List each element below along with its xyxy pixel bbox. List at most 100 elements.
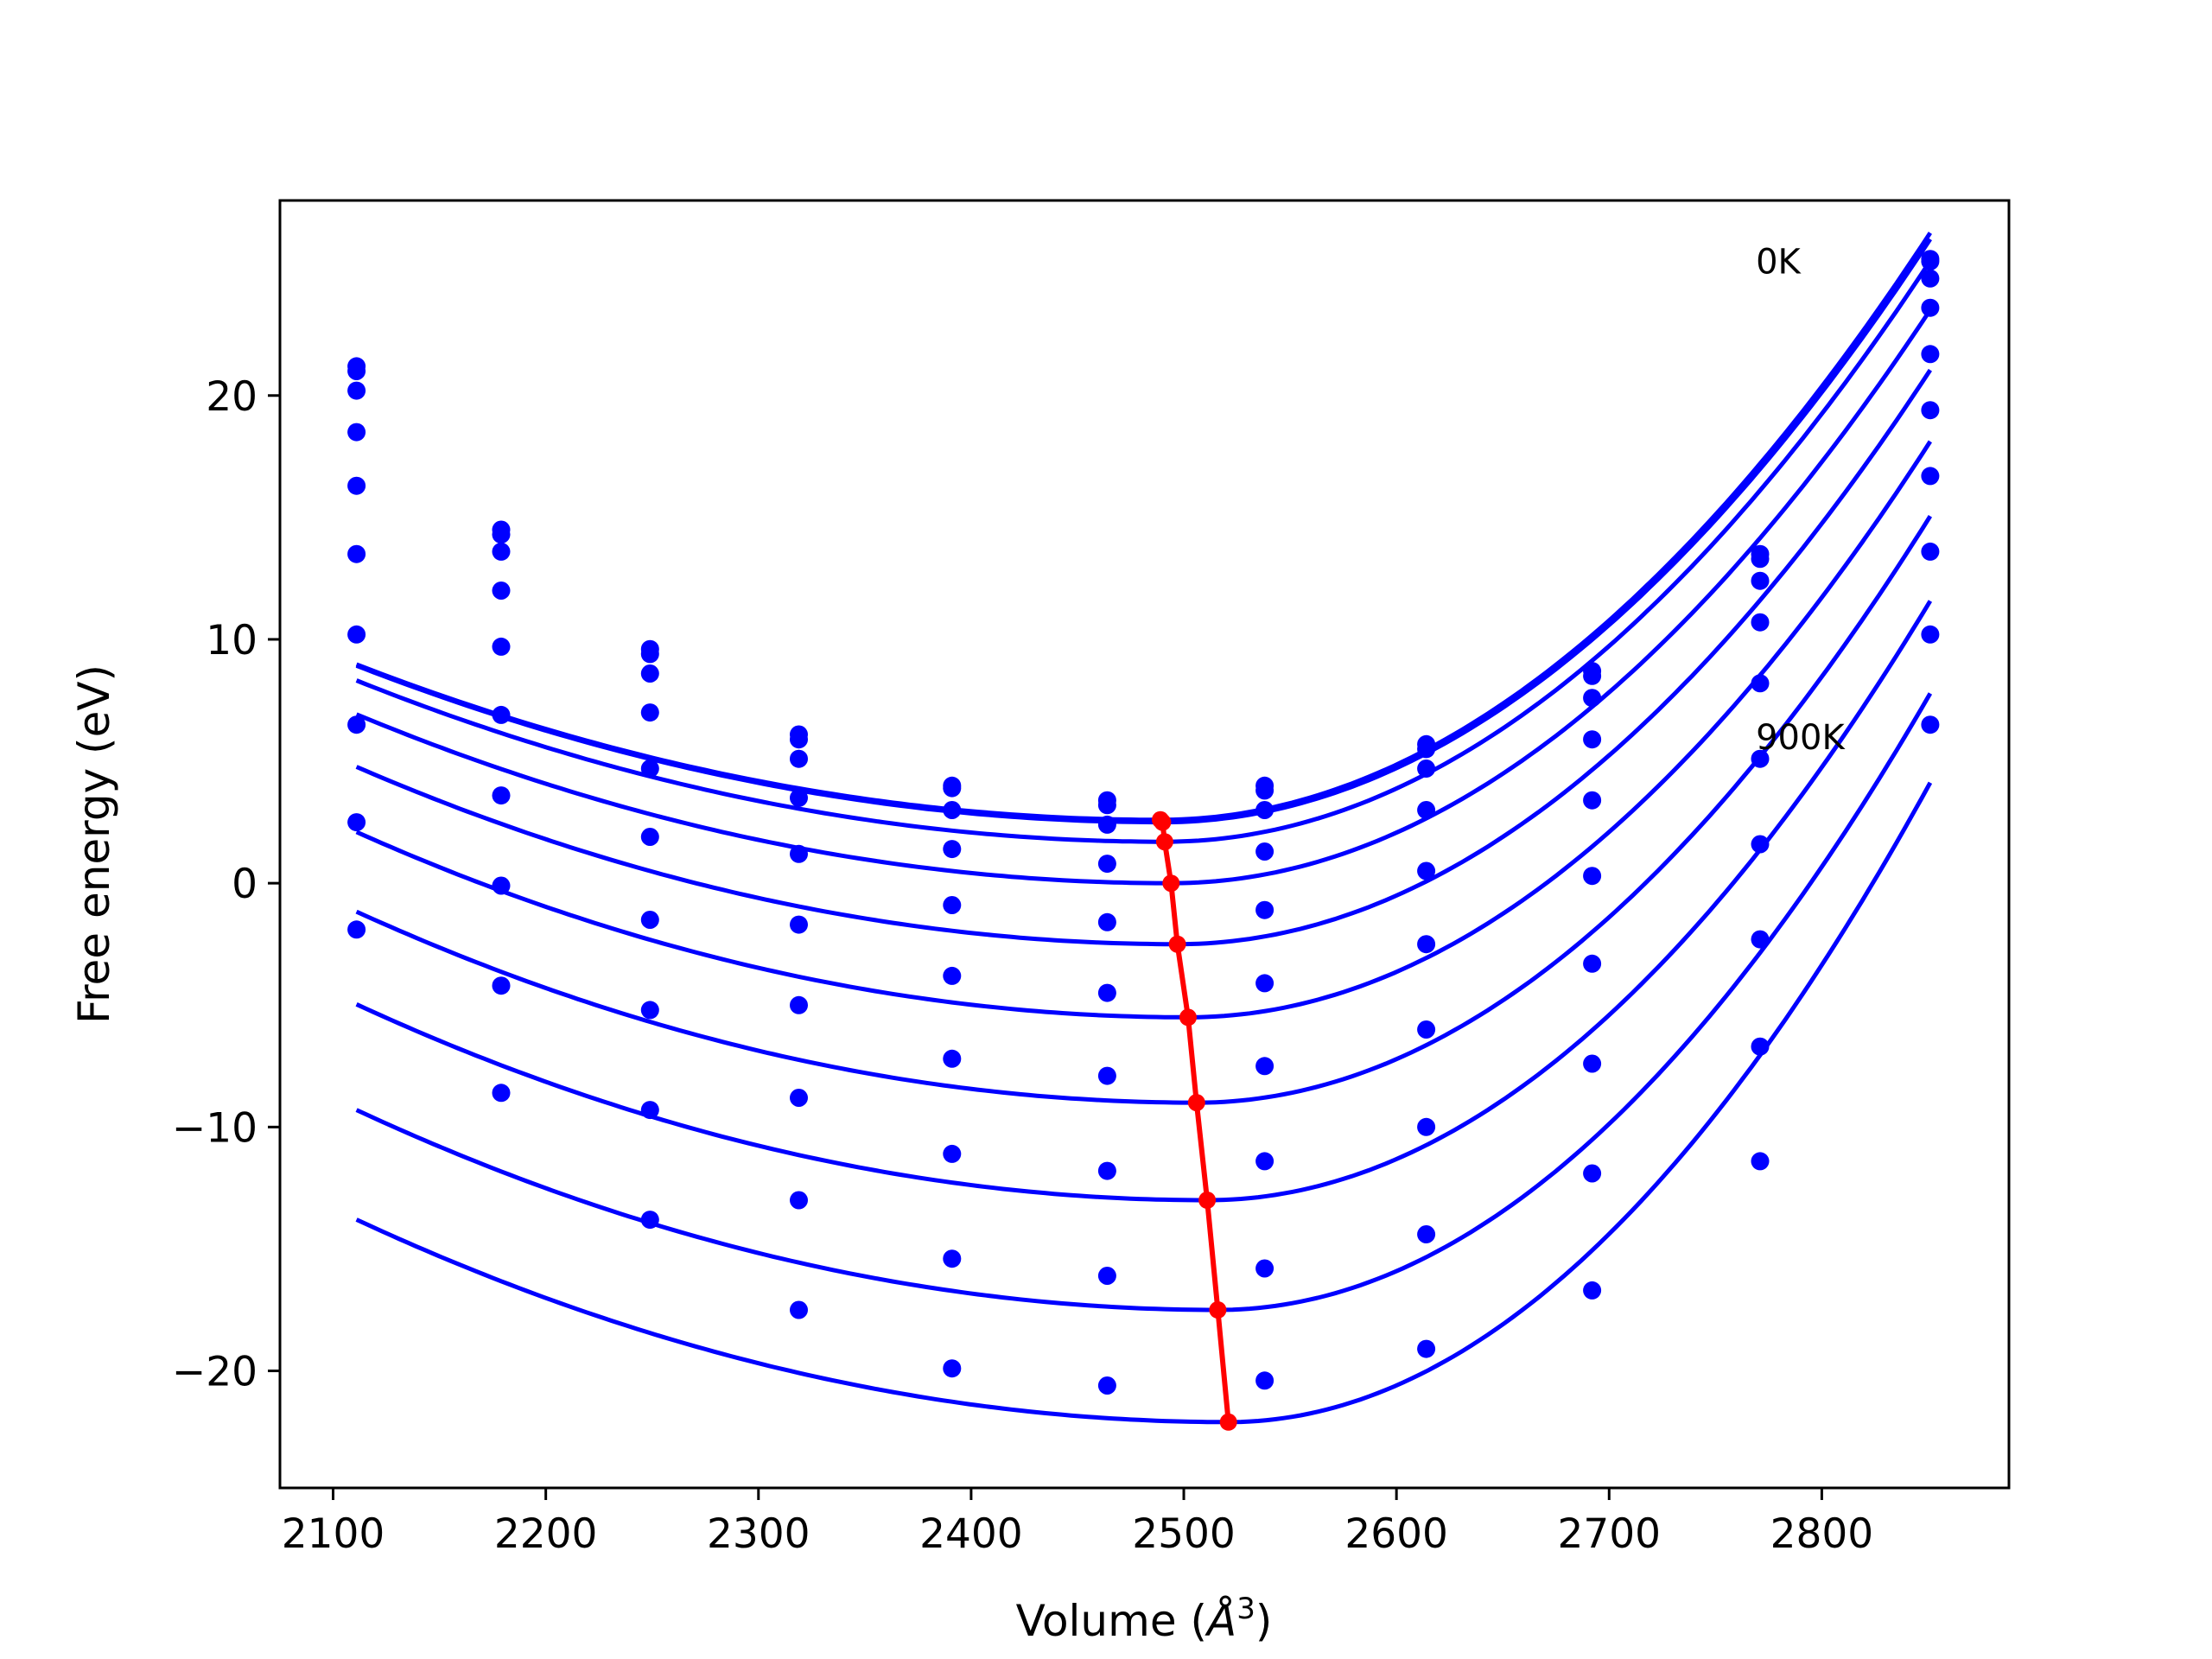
data-point <box>1255 781 1274 800</box>
data-point <box>640 1101 659 1120</box>
x-axis-label: Volume (Å3) <box>1016 1592 1273 1646</box>
data-point <box>492 582 511 600</box>
data-point <box>1751 835 1770 854</box>
data-point <box>790 788 808 807</box>
fit-curve-6 <box>355 514 1933 1105</box>
data-point <box>347 381 366 400</box>
data-point <box>1751 550 1770 569</box>
minimum-point <box>1179 1008 1197 1027</box>
data-point <box>492 876 511 895</box>
y-tick-label: −10 <box>172 1104 257 1152</box>
data-point <box>640 1001 659 1020</box>
data-point <box>492 525 511 544</box>
data-point <box>1583 1054 1602 1073</box>
data-point <box>1921 401 1940 420</box>
fit-curve-8 <box>355 692 1933 1313</box>
data-point <box>1921 298 1940 317</box>
data-point <box>1097 1376 1116 1395</box>
x-tick-label: 2700 <box>1557 1510 1661 1558</box>
y-axis-ticks: −20 −10 0 10 20 <box>172 373 280 1396</box>
data-point <box>492 542 511 561</box>
data-point <box>1255 842 1274 861</box>
data-point <box>943 1249 962 1268</box>
data-point <box>1255 1057 1274 1076</box>
data-point <box>1097 1161 1116 1180</box>
data-point <box>1921 252 1940 270</box>
fit-curve-9 <box>355 781 1933 1425</box>
fit-curve-2 <box>355 259 1932 844</box>
data-point <box>640 703 659 722</box>
data-point <box>492 705 511 724</box>
plot-frame <box>278 199 2011 1490</box>
data-point <box>1255 900 1274 919</box>
data-point <box>347 362 366 380</box>
fit-curve-5 <box>355 440 1933 1020</box>
data-point <box>347 476 366 495</box>
x-tick-label: 2800 <box>1770 1510 1874 1558</box>
fit-curve-1 <box>355 238 1932 825</box>
data-point <box>1583 867 1602 886</box>
data-point <box>492 637 511 656</box>
data-point <box>1751 571 1770 590</box>
data-point <box>347 920 366 939</box>
data-point <box>1751 674 1770 693</box>
data-point <box>640 664 659 683</box>
data-point <box>492 976 511 995</box>
data-point <box>1417 801 1436 819</box>
data-point <box>1921 715 1940 734</box>
data-point <box>1097 796 1116 815</box>
data-point <box>1417 935 1436 954</box>
data-point <box>1583 666 1602 685</box>
minimum-point <box>1198 1192 1217 1209</box>
temperature-label: 0K <box>1756 243 1802 283</box>
data-point <box>943 779 962 798</box>
y-axis-label: Free energy (eV) <box>69 664 119 1024</box>
data-point <box>943 1144 962 1163</box>
minimum-point <box>1209 1301 1227 1319</box>
data-point <box>1751 1152 1770 1171</box>
data-point <box>1255 974 1274 993</box>
y-tick-label: 0 <box>232 861 257 908</box>
x-axis-ticks: 2100 2200 2300 2400 2500 2600 2700 2800 <box>282 1488 1874 1558</box>
minimum-point <box>1219 1413 1237 1431</box>
data-point <box>1097 1066 1116 1085</box>
data-point <box>943 896 962 914</box>
x-tick-label: 2400 <box>919 1510 1023 1558</box>
data-point <box>1921 542 1940 561</box>
minima-path <box>1158 817 1231 1423</box>
data-point <box>492 786 511 805</box>
data-point <box>1097 912 1116 931</box>
data-point <box>1417 1117 1436 1136</box>
data-point <box>1255 1371 1274 1390</box>
y-tick-label: 20 <box>206 373 257 421</box>
x-tick-label: 2300 <box>707 1510 810 1558</box>
data-point <box>640 1211 659 1230</box>
minima-line <box>1152 810 1237 1431</box>
minimum-point <box>1168 935 1186 953</box>
data-point <box>1097 815 1116 834</box>
minimum-point <box>1155 833 1173 851</box>
y-tick-label: 10 <box>206 617 257 664</box>
data-point <box>1583 791 1602 810</box>
data-point <box>1751 1037 1770 1056</box>
data-point <box>943 840 962 859</box>
data-point <box>790 1191 808 1210</box>
data-point <box>347 625 366 644</box>
data-point <box>1417 1339 1436 1358</box>
data-point <box>1097 1267 1116 1285</box>
data-point <box>347 544 366 563</box>
fit-curve-4 <box>355 368 1932 947</box>
data-point <box>1583 730 1602 749</box>
data-point <box>1921 345 1940 364</box>
data-point <box>640 760 659 778</box>
data-point <box>1583 1164 1602 1183</box>
data-point <box>640 645 659 664</box>
y-tick-label: −20 <box>172 1349 257 1396</box>
minimum-point <box>1162 874 1180 893</box>
data-point <box>790 749 808 768</box>
data-point <box>943 801 962 819</box>
data-point <box>1417 1225 1436 1243</box>
data-point <box>492 1084 511 1103</box>
data-point <box>1255 1259 1274 1278</box>
